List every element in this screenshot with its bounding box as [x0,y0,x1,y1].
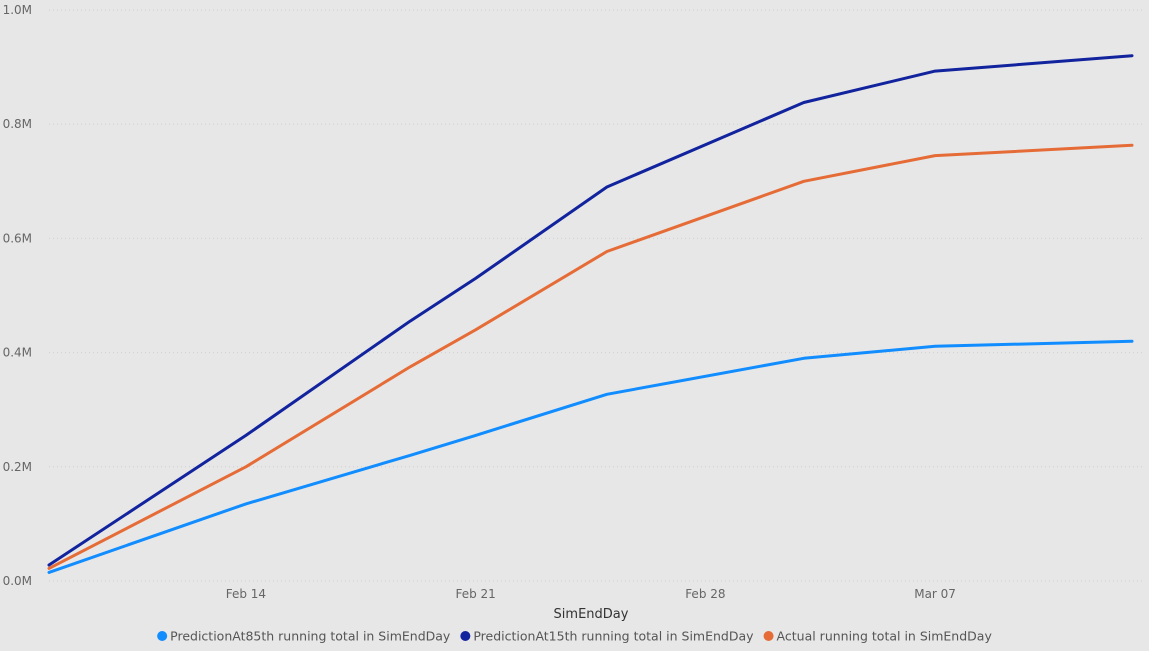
legend-item[interactable]: PredictionAt85th running total in SimEnd… [157,629,451,644]
x-tick-label: Mar 07 [914,587,956,601]
x-axis-ticks: Feb 14 Feb 21 Feb 28 Mar 07 [226,587,956,601]
legend-marker [763,631,774,641]
legend-marker [460,631,471,641]
y-tick-label: 1.0M [3,3,32,17]
legend-label: Actual running total in SimEndDay [777,629,993,644]
legend-label: PredictionAt15th running total in SimEnd… [473,629,754,644]
y-tick-label: 0.8M [3,117,32,131]
legend-item[interactable]: PredictionAt15th running total in SimEnd… [460,629,754,644]
series-lines[interactable] [47,54,1134,574]
series-line-0[interactable] [47,339,1134,574]
y-axis-ticks: 0.0M 0.2M 0.4M 0.6M 0.8M 1.0M [3,3,32,588]
series-line-2[interactable] [47,143,1134,570]
x-tick-label: Feb 21 [455,587,495,601]
series-line-1[interactable] [47,54,1134,567]
y-tick-label: 0.4M [3,346,32,360]
x-tick-label: Feb 14 [226,587,266,601]
x-axis-title: SimEndDay [554,607,629,622]
y-tick-label: 0.2M [3,460,32,474]
gridlines [49,9,1144,582]
y-tick-label: 0.6M [3,231,32,245]
y-tick-label: 0.0M [3,574,32,588]
legend-marker [157,631,168,641]
legend-label: PredictionAt85th running total in SimEnd… [170,629,451,644]
legend[interactable]: PredictionAt85th running total in SimEnd… [157,629,992,644]
legend-item[interactable]: Actual running total in SimEndDay [763,629,993,644]
x-tick-label: Feb 28 [685,587,725,601]
